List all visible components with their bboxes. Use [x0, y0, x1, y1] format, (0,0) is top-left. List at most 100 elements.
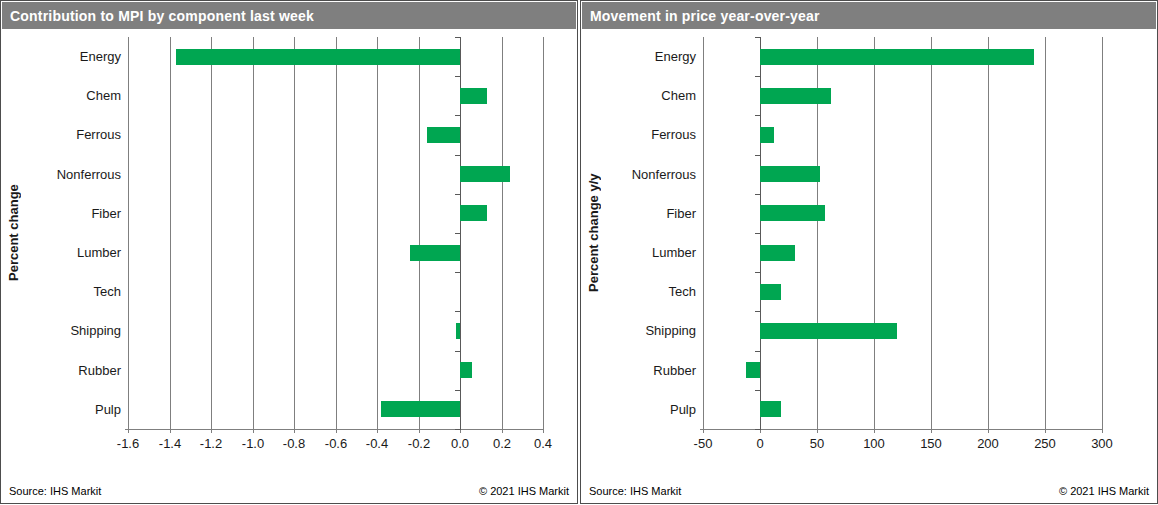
copyright-label: © 2021 IHS Markit — [479, 485, 569, 497]
category-label: Fiber — [599, 194, 696, 233]
category-axis-tick — [455, 351, 460, 352]
x-axis-tick — [931, 429, 932, 433]
x-tick-label: -0.4 — [356, 436, 398, 451]
x-tick-label: 100 — [853, 436, 895, 451]
gridline — [1045, 37, 1046, 429]
x-axis-tick — [988, 429, 989, 433]
category-label: Rubber — [19, 351, 121, 390]
category-axis-tick — [755, 76, 760, 77]
bar-lumber — [760, 245, 795, 261]
x-tick-label: 250 — [1024, 436, 1066, 451]
category-label: Nonferrous — [599, 155, 696, 194]
gridline — [543, 37, 544, 429]
category-label: Nonferrous — [19, 155, 121, 194]
x-tick-label: -0.6 — [315, 436, 357, 451]
dual-chart-canvas: Contribution to MPI by component last we… — [0, 0, 1158, 505]
bar-fiber — [460, 205, 487, 221]
category-label: Ferrous — [599, 115, 696, 154]
bar-pulp — [760, 401, 781, 417]
x-axis-tick — [1045, 429, 1046, 433]
category-label: Tech — [599, 272, 696, 311]
bar-ferrous — [427, 127, 460, 143]
source-label: Source: IHS Markit — [589, 485, 681, 497]
gridline — [931, 37, 932, 429]
gridline — [988, 37, 989, 429]
category-axis-tick — [455, 311, 460, 312]
chart-panel-left: Contribution to MPI by component last we… — [0, 0, 578, 504]
bar-rubber — [460, 362, 472, 378]
x-axis-line — [125, 429, 544, 430]
category-axis-tick — [755, 311, 760, 312]
x-axis-tick — [336, 429, 337, 433]
gridline — [336, 37, 337, 429]
bar-fiber — [760, 205, 825, 221]
bar-energy — [176, 49, 460, 65]
x-tick-label: 300 — [1081, 436, 1123, 451]
x-axis-tick — [419, 429, 420, 433]
chart-panel-right: Movement in price year-over-year Percent… — [580, 0, 1158, 504]
category-axis-tick — [755, 351, 760, 352]
x-tick-label: -0.8 — [273, 436, 315, 451]
x-axis-tick — [703, 429, 704, 433]
x-tick-label: -1.4 — [149, 436, 191, 451]
bar-shipping — [456, 323, 460, 339]
x-tick-label: -1.2 — [190, 436, 232, 451]
gridline — [377, 37, 378, 429]
x-axis-tick — [294, 429, 295, 433]
bar-tech — [760, 284, 781, 300]
bar-nonferrous — [760, 166, 820, 182]
category-label: Chem — [599, 76, 696, 115]
gridline — [128, 37, 129, 429]
category-axis-tick — [455, 37, 460, 38]
bar-rubber — [746, 362, 760, 378]
category-axis-tick — [755, 194, 760, 195]
x-tick-label: 0.0 — [439, 436, 481, 451]
x-tick-label: 0.2 — [481, 436, 523, 451]
category-label: Lumber — [599, 233, 696, 272]
x-axis-tick — [253, 429, 254, 433]
category-axis-tick — [755, 155, 760, 156]
category-axis-tick — [755, 115, 760, 116]
x-tick-label: 0.4 — [522, 436, 564, 451]
bar-energy — [760, 49, 1034, 65]
category-label: Rubber — [599, 351, 696, 390]
x-axis-tick — [211, 429, 212, 433]
x-axis-tick — [1102, 429, 1103, 433]
category-label: Shipping — [599, 311, 696, 350]
bar-chem — [460, 88, 487, 104]
category-axis-tick — [455, 76, 460, 77]
category-axis-tick — [755, 233, 760, 234]
gridline — [211, 37, 212, 429]
category-label: Tech — [19, 272, 121, 311]
gridline — [703, 37, 704, 429]
category-axis-tick — [455, 233, 460, 234]
bar-lumber — [410, 245, 460, 261]
x-tick-label: 50 — [796, 436, 838, 451]
gridline — [170, 37, 171, 429]
category-label: Shipping — [19, 311, 121, 350]
gridline — [419, 37, 420, 429]
x-tick-label: 200 — [967, 436, 1009, 451]
category-label: Energy — [599, 37, 696, 76]
x-axis-tick — [543, 429, 544, 433]
category-axis-tick — [755, 390, 760, 391]
bar-ferrous — [760, 127, 774, 143]
category-label: Chem — [19, 76, 121, 115]
category-label: Ferrous — [19, 115, 121, 154]
category-axis-tick — [755, 272, 760, 273]
gridline — [294, 37, 295, 429]
x-axis-tick — [170, 429, 171, 433]
gridline — [874, 37, 875, 429]
category-axis-tick — [755, 37, 760, 38]
x-tick-label: -1.0 — [232, 436, 274, 451]
category-label: Pulp — [599, 390, 696, 429]
category-axis-tick — [455, 194, 460, 195]
x-axis-tick — [874, 429, 875, 433]
gridline — [502, 37, 503, 429]
x-tick-label: -0.2 — [398, 436, 440, 451]
category-label: Pulp — [19, 390, 121, 429]
x-tick-label: -1.6 — [107, 436, 149, 451]
x-axis-tick — [817, 429, 818, 433]
chart-footer: Source: IHS Markit © 2021 IHS Markit — [9, 485, 569, 497]
category-axis-tick — [455, 390, 460, 391]
